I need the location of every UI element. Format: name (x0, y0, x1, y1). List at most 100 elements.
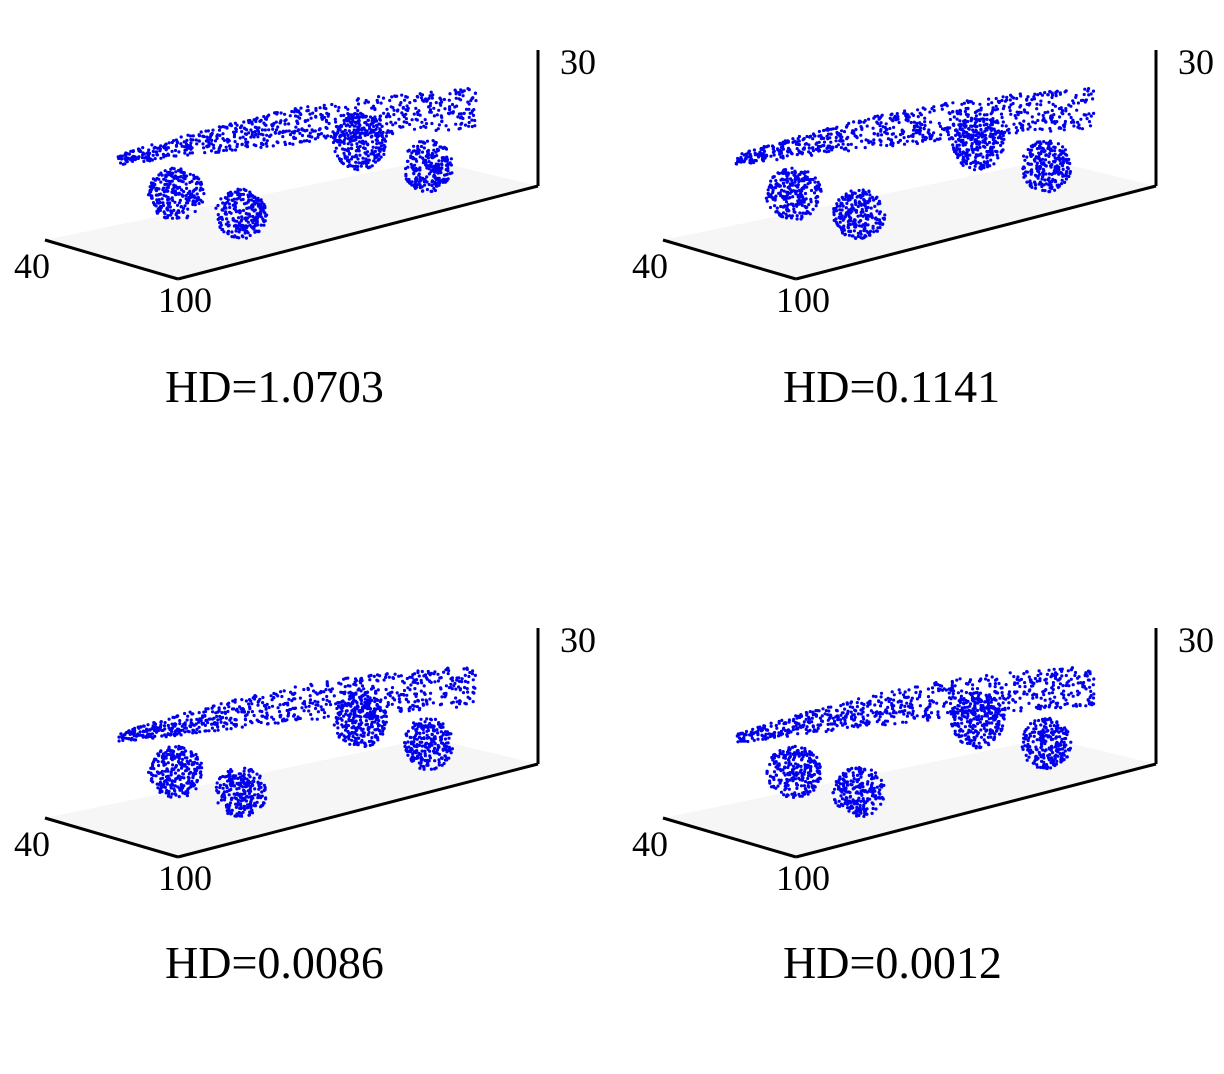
scatter-point (359, 715, 362, 718)
scatter-point (1083, 88, 1086, 91)
scatter-point (753, 159, 756, 162)
scatter-point (283, 689, 286, 692)
scatter-point (202, 146, 205, 149)
scatter-point (347, 137, 350, 140)
scatter-point (225, 806, 228, 809)
scatter-point (862, 229, 865, 232)
scatter-point (403, 681, 406, 684)
scatter-point (1012, 96, 1015, 99)
scatter-point (247, 231, 250, 234)
scatter-point (951, 110, 954, 113)
scatter-point (445, 684, 448, 687)
scatter-point (964, 153, 967, 156)
scatter-point (147, 733, 150, 736)
scatter-point (797, 180, 800, 183)
scatter-point (835, 127, 838, 130)
scatter-point (1003, 131, 1006, 134)
scatter-point (169, 180, 172, 183)
scatter-point (308, 113, 311, 116)
scatter-point (450, 171, 453, 174)
scatter-point (778, 172, 781, 175)
scatter-point (859, 219, 862, 222)
scatter-point (228, 793, 231, 796)
scatter-point (370, 736, 373, 739)
scatter-point (355, 131, 358, 134)
scatter-point (368, 678, 371, 681)
scatter-point (287, 712, 290, 715)
scatter-point (263, 704, 266, 707)
scatter-point (216, 781, 219, 784)
scatter-point (155, 194, 158, 197)
scatter-point (126, 160, 129, 163)
scatter-point (227, 192, 230, 195)
scatter-point (761, 158, 764, 161)
scatter-point (356, 136, 359, 139)
scatter-point (883, 217, 886, 220)
scatter-point (350, 726, 353, 729)
scatter-point (238, 772, 241, 775)
scatter-point (235, 227, 238, 230)
scatter-point (1023, 159, 1026, 162)
scatter-point (161, 174, 164, 177)
scatter-point (314, 109, 317, 112)
scatter-point (811, 146, 814, 149)
scatter-point (1033, 158, 1036, 161)
scatter-point (801, 152, 804, 155)
scatter-point (420, 690, 423, 693)
scatter-point (442, 147, 445, 150)
scatter-point (790, 179, 793, 182)
scatter-point (235, 797, 238, 800)
scatter-point (1034, 142, 1037, 145)
scatter-point (444, 147, 447, 150)
scatter-point (221, 208, 224, 211)
scatter-point (328, 122, 331, 125)
scatter-point (158, 788, 161, 791)
scatter-point (309, 701, 312, 704)
scatter-point (301, 134, 304, 137)
scatter-point (1042, 162, 1045, 165)
scatter-point (970, 147, 973, 150)
scatter-point (1009, 113, 1012, 116)
scatter-point (361, 735, 364, 738)
scatter-point (416, 682, 419, 685)
scatter-point (162, 757, 165, 760)
scatter-point (360, 165, 363, 168)
scatter-point (216, 722, 219, 725)
scatter-point (309, 683, 312, 686)
scatter-point (911, 135, 914, 138)
scatter-point (840, 146, 843, 149)
scatter-point (773, 153, 776, 156)
scatter-point (294, 126, 297, 129)
scatter-point (243, 770, 246, 773)
scatter-point (194, 210, 197, 213)
scatter-point (219, 144, 222, 147)
scatter-point (193, 724, 196, 727)
scatter-point (223, 206, 226, 209)
scatter-point (184, 763, 187, 766)
scatter-point (378, 118, 381, 121)
scatter-point (419, 126, 422, 129)
scatter-point (847, 223, 850, 226)
scatter-point (238, 787, 241, 790)
scatter-point (228, 771, 231, 774)
scatter-point (171, 758, 174, 761)
scatter-point (1092, 112, 1095, 115)
scatter-point (317, 710, 320, 713)
scatter-point (191, 781, 194, 784)
scatter-point (121, 155, 124, 158)
scatter-point (999, 132, 1002, 135)
scatter-point (235, 145, 238, 148)
scatter-point (797, 200, 800, 203)
scatter-point (344, 713, 347, 716)
scatter-point (873, 132, 876, 135)
scatter-point (842, 143, 845, 146)
scatter-point (1078, 127, 1081, 130)
scatter-point (968, 166, 971, 169)
scatter-point (168, 141, 171, 144)
scatter-point (858, 201, 861, 204)
scatter-point (381, 135, 384, 138)
scatter-point (186, 215, 189, 218)
scatter-point (862, 192, 865, 195)
scatter-point (244, 718, 247, 721)
scatter-point (1039, 127, 1042, 130)
